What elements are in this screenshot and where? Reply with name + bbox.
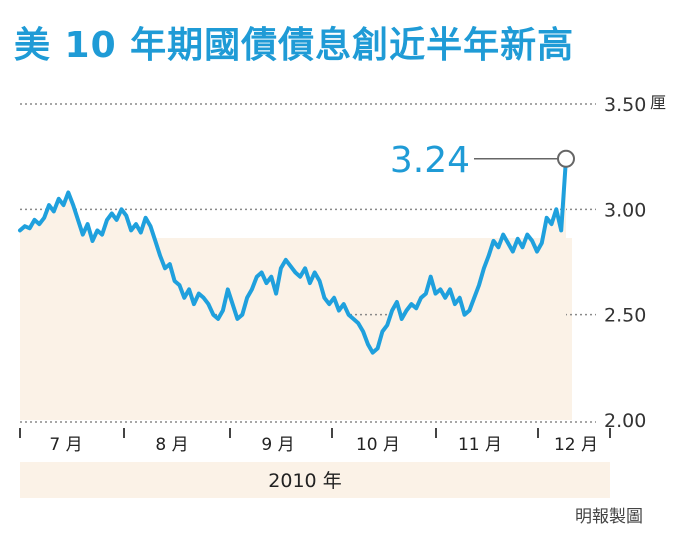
y-tick-label: 3.50 [604,94,646,116]
axis-labels: 3.50 3.00 2.50 2.00 厘 7 月 8 月 9 月 10 月 11 月 12 月 20… [49,93,666,492]
callout-group: 3.24 [390,140,575,181]
x-tick-label: 8 月 [155,435,188,455]
x-axis [19,428,611,438]
area-fill-shape [20,158,566,421]
x-tick-label: 7 月 [49,435,82,455]
x-tick-label: 10 月 [356,435,400,455]
callout-label: 3.24 [390,140,470,181]
y-tick-label: 2.00 [604,410,646,432]
area-fill [20,158,566,421]
x-tick-label: 11 月 [458,435,502,455]
year-band [20,462,610,498]
x-tick-label: 12 月 [554,435,598,455]
series-line-group [18,156,568,355]
y-tick-label: 3.00 [604,199,646,221]
callout-marker [557,149,575,168]
chart-title: 美 10 年期國債債息創近半年新高 [14,25,575,66]
unit-label: 厘 [650,93,666,112]
y-tick-label: 2.50 [604,305,646,327]
series-line [18,156,568,355]
year-label: 2010 年 [268,470,341,492]
x-tick-label: 9 月 [261,435,294,455]
credit-label: 明報製圖 [575,507,643,527]
